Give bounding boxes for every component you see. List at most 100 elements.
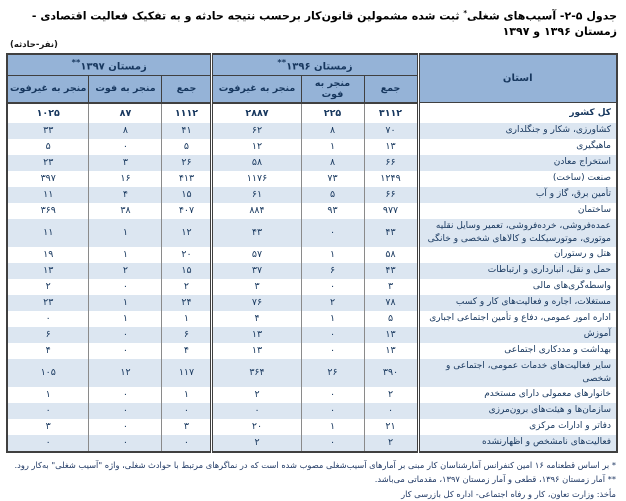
value-cell: ۲ [210, 386, 302, 403]
value-cell: ۳۳ [6, 122, 90, 139]
year-label-1396: زمستان ۱۳۹۶ [286, 61, 353, 73]
value-cell: ۲۳ [6, 294, 90, 311]
value-cell: ۲۰ [210, 418, 302, 435]
row-label: دفاتر و ادارات مرکزی [416, 418, 618, 435]
row-label: آموزش [416, 326, 618, 343]
value-cell: ۳۶۹ [6, 202, 90, 219]
value-cell: ۲ [210, 434, 302, 452]
table-row: فعالیت‌های نامشخص و اظهارنشده ۲ ۰ ۲ ۰ ۰ ۰ [6, 434, 618, 452]
row-label: کشاورزی، شکار و جنگلداری [416, 122, 618, 139]
value-cell: ۰ [88, 386, 163, 403]
statistics-table: استان زمستان ۱۳۹۶** زمستان ۱۳۹۷** جمع من… [5, 52, 618, 453]
value-cell: ۳۶۴ [210, 358, 302, 387]
value-cell: ۹۷۷ [363, 202, 419, 219]
value-cell: ۱۲ [88, 358, 163, 387]
row-label: ماهیگیری [416, 138, 618, 155]
footnote-2: ** آمار زمستان ۱۳۹۶، قطعی و آمار زمستان … [374, 474, 616, 485]
value-cell: ۸ [300, 154, 365, 171]
value-cell: ۸۸۴ [210, 202, 302, 219]
value-cell: ۲ [300, 294, 365, 311]
value-cell: ۰ [6, 434, 90, 452]
value-cell: ۱ [300, 310, 365, 327]
value-cell: ۴ [88, 186, 163, 203]
value-cell: ۳۸ [88, 202, 163, 219]
value-cell: ۵۸ [363, 246, 419, 263]
value-cell: ۲۶ [300, 358, 365, 387]
year-header-row: استان زمستان ۱۳۹۶** زمستان ۱۳۹۷** [6, 53, 618, 104]
value-cell: ۱۳ [210, 342, 302, 359]
value-cell: ۱۵ [161, 186, 213, 203]
row-label: صنعت (ساخت) [416, 170, 618, 187]
value-cell: ۲ [88, 262, 163, 279]
value-cell: ۸ [88, 122, 163, 139]
value-cell: ۵ [363, 310, 419, 327]
table-row: حمل و نقل، انبارداری و ارتباطات ۴۳ ۶ ۳۷ ۱۵ ۲ ۱… [6, 262, 618, 279]
value-cell: ۶۱ [210, 186, 302, 203]
value-cell: ۰ [300, 218, 365, 247]
value-cell: ۱۳ [210, 326, 302, 343]
row-label: بهداشت و مددکاری اجتماعی [416, 342, 618, 359]
footnote-marker-1397: ** [71, 56, 81, 67]
value-cell: ۶۶ [363, 186, 419, 203]
value-cell: ۱ [88, 310, 163, 327]
value-cell: ۹۳ [300, 202, 365, 219]
table-row: بهداشت و مددکاری اجتماعی ۱۳ ۰ ۱۳ ۴ ۰ ۴ [6, 342, 618, 359]
value-cell: ۲ [161, 278, 213, 295]
table-row: سازمان‌ها و هیئت‌های برون‌مرزی ۰ ۰ ۰ ۰ ۰ ۰ [6, 402, 618, 419]
value-cell: ۱۹ [6, 246, 90, 263]
column-header-province: استان [416, 53, 618, 104]
value-cell: ۴ [210, 310, 302, 327]
table-row: ساختمان ۹۷۷ ۹۳ ۸۸۴ ۴۰۷ ۳۸ ۳۶۹ [6, 202, 618, 219]
table-row: عمده‌فروشی، خرده‌فروشی، تعمیر وسایل نقلی… [6, 218, 618, 247]
value-cell: ۳ [363, 278, 419, 295]
value-cell: ۳۹۷ [6, 170, 90, 187]
value-cell: ۴۳ [363, 218, 419, 247]
value-cell: ۴۳ [210, 218, 302, 247]
source-note: مأخذ: وزارت تعاون، کار و رفاه اجتماعی- ا… [401, 488, 616, 499]
row-label: فعالیت‌های نامشخص و اظهارنشده [416, 434, 618, 452]
value-cell: ۵ [300, 186, 365, 203]
table-row: کشاورزی، شکار و جنگلداری ۷۰ ۸ ۶۲ ۴۱ ۸ ۳۳ [6, 122, 618, 139]
value-cell: ۰ [300, 434, 365, 452]
value-cell: ۲ [6, 278, 90, 295]
value-cell: ۰ [6, 402, 90, 419]
value-cell: ۰ [300, 386, 365, 403]
value-cell: ۲۱ [363, 418, 419, 435]
value-cell: ۰ [363, 402, 419, 419]
unit-note: (نفر-حادثه) [10, 39, 58, 50]
value-cell: ۲ [363, 386, 419, 403]
value-cell: ۲۲۵ [300, 102, 365, 123]
row-label: خانوارهای معمولی دارای مستخدم [416, 386, 618, 403]
value-cell: ۱۱ [6, 218, 90, 247]
value-cell: ۲۰ [161, 246, 213, 263]
value-cell: ۱ [161, 386, 213, 403]
value-cell: ۳۹۰ [363, 358, 419, 387]
value-cell: ۰ [161, 434, 213, 452]
value-cell: ۱ [300, 138, 365, 155]
column-header-nonfatal-1396: منجر به غیرفوت [210, 74, 302, 104]
value-cell: ۳۱۱۲ [363, 102, 419, 123]
value-cell: ۸۷ [88, 102, 163, 123]
row-label: حمل و نقل، انبارداری و ارتباطات [416, 262, 618, 279]
column-header-fatal-1396: منجر به فوت [300, 74, 365, 104]
value-cell: ۲۶ [161, 154, 213, 171]
value-cell: ۰ [88, 278, 163, 295]
value-cell: ۱۱ [6, 186, 90, 203]
value-cell: ۱۳ [363, 138, 419, 155]
value-cell: ۰ [210, 402, 302, 419]
value-cell: ۵ [161, 138, 213, 155]
table-body: کل کشور ۳۱۱۲ ۲۲۵ ۲۸۸۷ ۱۱۱۲ ۸۷ ۱۰۲۵ کشاورزی، شکا… [6, 102, 618, 452]
row-label: هتل و رستوران [416, 246, 618, 263]
value-cell: ۴۰۷ [161, 202, 213, 219]
value-cell: ۰ [88, 402, 163, 419]
value-cell: ۰ [161, 402, 213, 419]
value-cell: ۳۷ [210, 262, 302, 279]
table-row: آموزش ۱۳ ۰ ۱۳ ۶ ۰ ۶ [6, 326, 618, 343]
value-cell: ۱۳ [363, 326, 419, 343]
footnote-1: * بر اساس قطعنامه ۱۶ امین کنفرانس آمارشن… [14, 459, 617, 470]
value-cell: ۲ [363, 434, 419, 452]
value-cell: ۸ [300, 122, 365, 139]
value-cell: ۰ [88, 138, 163, 155]
row-label: استخراج معادن [416, 154, 618, 171]
value-cell: ۱ [6, 386, 90, 403]
